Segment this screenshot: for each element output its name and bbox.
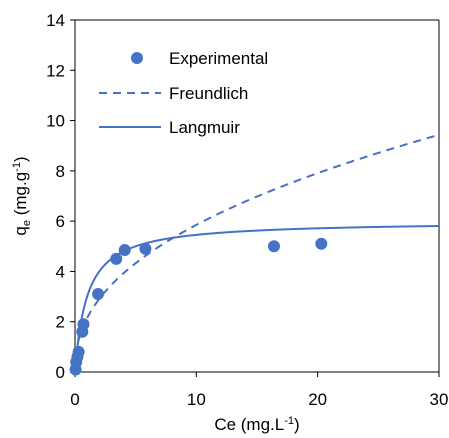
y-axis-title-end: ) <box>11 156 30 162</box>
legend-label-freundlich: Freundlich <box>169 84 248 103</box>
experimental-point <box>92 288 105 301</box>
experimental-points <box>69 237 328 376</box>
x-ticks <box>74 372 440 377</box>
y-axis-title-sub: e <box>21 220 33 226</box>
y-tick-label: 0 <box>56 363 65 382</box>
x-axis-title-sup: -1 <box>284 415 294 427</box>
y-axis-title-main: q <box>11 226 30 235</box>
y-axis-title: qe (mg.g-1) <box>11 156 33 235</box>
y-tick-label: 10 <box>46 112 65 131</box>
langmuir-curve <box>74 225 440 373</box>
y-tick-labels: 0 2 4 6 8 10 12 14 <box>46 11 65 382</box>
y-tick-label: 12 <box>46 61 65 80</box>
x-tick-label: 30 <box>430 390 449 409</box>
experimental-point <box>72 345 85 358</box>
legend-label-langmuir: Langmuir <box>169 118 240 137</box>
experimental-point <box>267 240 280 253</box>
legend-marker-experimental <box>131 52 143 64</box>
x-tick-label: 0 <box>70 390 79 409</box>
y-axis-title-mid: (mg.g <box>11 172 30 220</box>
y-ticks <box>70 19 75 373</box>
x-axis-title-main: Ce (mg.L <box>214 415 284 434</box>
x-axis-title-end: ) <box>294 415 300 434</box>
experimental-point <box>315 237 328 250</box>
x-axis-title: Ce (mg.L-1) <box>214 415 299 434</box>
x-tick-label: 20 <box>308 390 327 409</box>
experimental-point <box>77 318 90 331</box>
model-curves <box>74 133 440 373</box>
experimental-point <box>110 252 123 265</box>
y-tick-label: 2 <box>56 313 65 332</box>
legend-label-experimental: Experimental <box>169 49 268 68</box>
legend: Experimental Freundlich Langmuir <box>99 49 268 137</box>
y-tick-label: 14 <box>46 11 65 30</box>
axes <box>74 19 440 373</box>
experimental-point <box>118 244 131 257</box>
experimental-point <box>139 242 152 255</box>
freundlich-curve <box>74 133 440 373</box>
x-tick-labels: 0 10 20 30 <box>70 390 448 409</box>
y-axis-title-sup: -1 <box>11 162 23 172</box>
x-tick-label: 10 <box>187 390 206 409</box>
y-tick-label: 6 <box>56 212 65 231</box>
y-tick-label: 8 <box>56 162 65 181</box>
y-tick-label: 4 <box>56 262 65 281</box>
